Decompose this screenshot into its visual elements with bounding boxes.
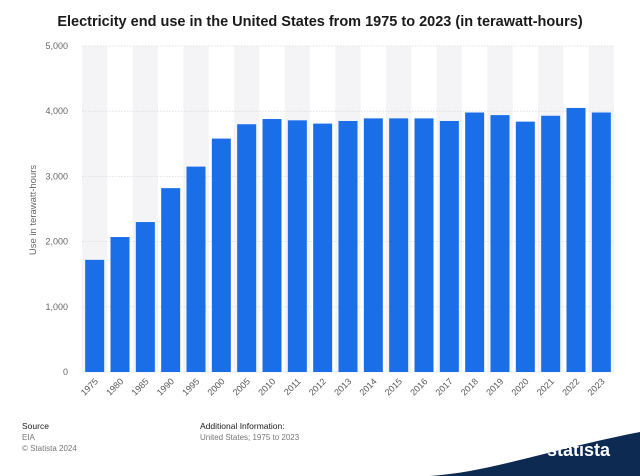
x-tick-label: 2021 <box>535 376 556 397</box>
bar-1995[interactable] <box>186 166 206 372</box>
bar-1975[interactable] <box>85 259 105 372</box>
bar-1985[interactable] <box>135 222 155 372</box>
y-tick-label: 3,000 <box>45 171 68 181</box>
chart-title: Electricity end use in the United States… <box>57 14 583 30</box>
x-tick-label: 1980 <box>104 376 125 397</box>
bar-2022[interactable] <box>566 107 586 372</box>
bar-2005[interactable] <box>237 124 257 373</box>
bar-2012[interactable] <box>313 123 333 372</box>
x-tick-label: 2018 <box>459 376 480 397</box>
bar-2020[interactable] <box>515 121 535 372</box>
bar-2019[interactable] <box>490 115 510 372</box>
copyright: © Statista 2024 <box>22 444 77 453</box>
bar-1980[interactable] <box>110 237 130 372</box>
x-tick-label: 2005 <box>231 376 252 397</box>
brand-band <box>430 432 640 476</box>
bar-2017[interactable] <box>439 120 459 372</box>
y-tick-label: 5,000 <box>45 41 68 51</box>
bar-2021[interactable] <box>541 115 561 372</box>
bar-2010[interactable] <box>262 119 282 372</box>
x-tick-label: 2000 <box>206 376 227 397</box>
x-tick-label: 2022 <box>560 376 581 397</box>
x-tick-label: 2017 <box>434 376 455 397</box>
x-tick-label: 2015 <box>383 376 404 397</box>
y-tick-labels: 0 1,000 2,000 3,000 4,000 5,000 <box>45 41 68 377</box>
source-name[interactable]: EIA <box>22 433 35 442</box>
additional-info-heading: Additional Information: <box>200 421 285 431</box>
y-tick-label: 4,000 <box>45 106 68 116</box>
y-tick-label: 1,000 <box>45 302 68 312</box>
statista-logo[interactable]: statista <box>546 440 610 460</box>
y-axis-label: Use in terawatt-hours <box>28 164 39 256</box>
source-heading: Source <box>22 421 49 431</box>
bar-2000[interactable] <box>211 138 231 372</box>
x-tick-label: 1995 <box>180 376 201 397</box>
x-tick-label: 2011 <box>282 376 303 397</box>
bar-2014[interactable] <box>363 118 383 372</box>
x-tick-label: 2023 <box>586 376 607 397</box>
x-tick-label: 1990 <box>155 376 176 397</box>
x-tick-label: 2014 <box>358 376 379 397</box>
x-tick-label: 2020 <box>510 376 531 397</box>
additional-info-text: United States; 1975 to 2023 <box>200 433 300 442</box>
bar-2011[interactable] <box>287 120 307 372</box>
x-tick-label: 2012 <box>307 376 328 397</box>
x-tick-label: 2013 <box>332 376 353 397</box>
bar-2018[interactable] <box>465 112 485 372</box>
y-tick-label: 0 <box>63 367 68 377</box>
x-tick-labels: 1975 1980 1985 1990 1995 2000 2005 2010 2011 2012… <box>79 376 607 397</box>
y-tick-label: 2,000 <box>45 237 68 247</box>
bar-1990[interactable] <box>161 188 181 372</box>
bar-2013[interactable] <box>338 120 358 372</box>
x-tick-label: 2010 <box>256 376 277 397</box>
bar-2023[interactable] <box>591 112 611 372</box>
bars <box>85 107 611 373</box>
x-tick-label: 1975 <box>79 376 100 397</box>
bar-2015[interactable] <box>389 118 409 372</box>
source-block: Source EIA © Statista 2024 <box>22 421 77 454</box>
x-tick-label: 1985 <box>130 376 151 397</box>
x-tick-label: 2016 <box>408 376 429 397</box>
additional-info-block: Additional Information: United States; 1… <box>200 421 299 443</box>
bar-2016[interactable] <box>414 118 434 372</box>
x-tick-label: 2019 <box>484 376 505 397</box>
